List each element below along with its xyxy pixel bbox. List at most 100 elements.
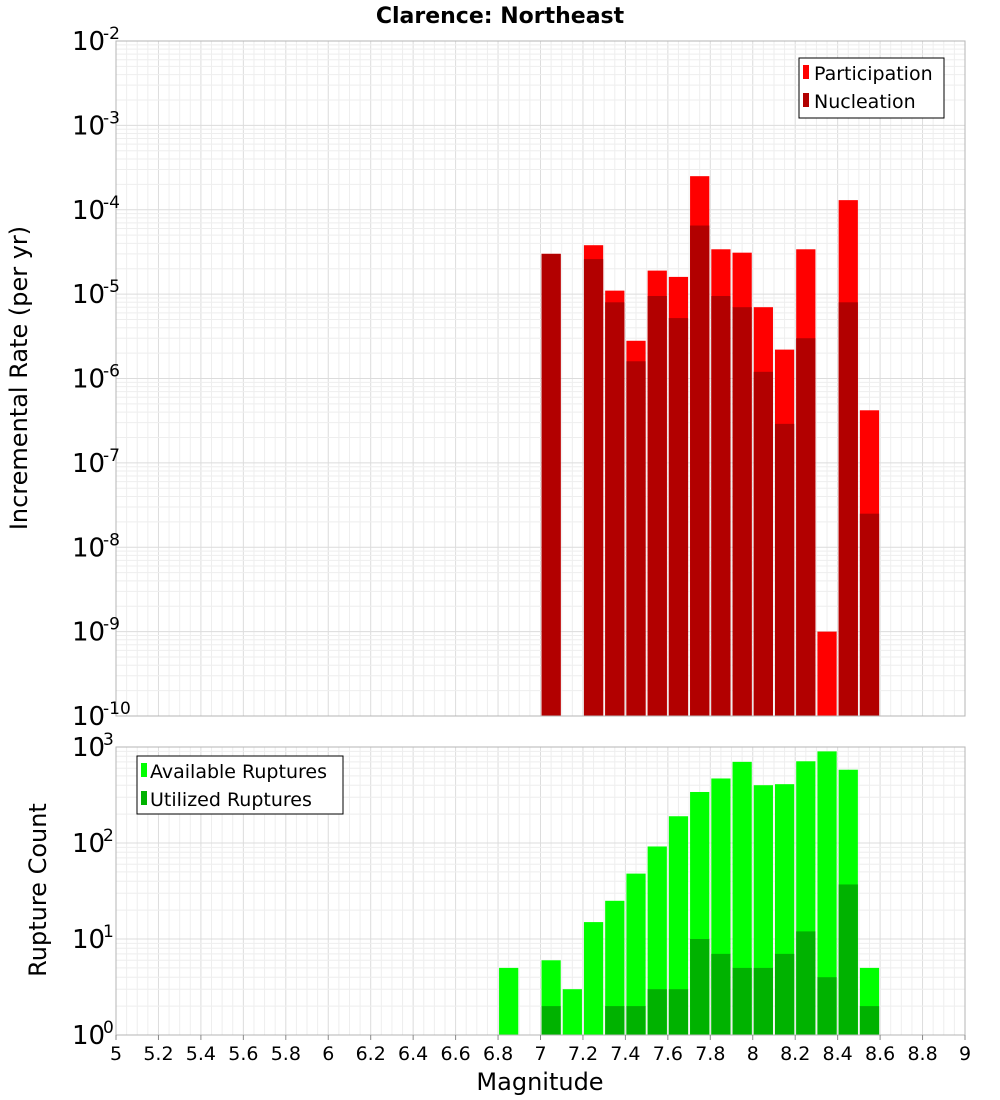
- x-tick-label: 7.6: [653, 1043, 683, 1065]
- x-tick-label: 5.8: [271, 1043, 301, 1065]
- bar-nucleation: [838, 302, 858, 716]
- top-legend-box: [798, 57, 945, 119]
- bar-available: [562, 989, 582, 1035]
- bar-nucleation: [626, 361, 646, 716]
- x-tick-label: 8.6: [865, 1043, 895, 1065]
- x-tick-label: 7: [534, 1043, 546, 1065]
- x-tick-label: 8.4: [823, 1043, 853, 1065]
- bar-available: [583, 922, 604, 1035]
- y-tick-label: 10: [72, 618, 105, 648]
- x-tick-labels: 5 5.2 5.4 5.6 5.8 6 6.2 6.4 6.6 6.8 7 7.2 7.4 7.6 7.8 8…: [110, 1035, 971, 1065]
- y-tick-exponent: -2: [103, 24, 120, 44]
- bar-utilized: [753, 967, 773, 1035]
- bar-utilized: [541, 1006, 561, 1035]
- top-legend: Participation Nucleation: [798, 57, 945, 119]
- y-tick-label: 10: [72, 365, 105, 395]
- y-tick-label: 10: [72, 533, 105, 563]
- legend-swatch-available: [141, 763, 147, 777]
- bar-available: [605, 900, 625, 1035]
- bar-utilized: [647, 989, 667, 1035]
- bar-available: [499, 967, 519, 1035]
- bar-nucleation: [859, 513, 880, 716]
- legend-label-available: Available Ruptures: [150, 761, 327, 783]
- y-tick-exponent: -6: [103, 362, 120, 382]
- bottom-legend: Available Ruptures Utilized Ruptures: [136, 755, 344, 815]
- x-tick-label: 5.6: [228, 1043, 258, 1065]
- y-tick-exponent: -8: [103, 530, 120, 550]
- bar-nucleation: [796, 338, 816, 716]
- bar-utilized: [690, 939, 710, 1035]
- y-tick-exponent: -10: [103, 699, 131, 719]
- bottom-legend-box: [136, 755, 344, 815]
- bottom-y-axis-label: Rupture Count: [24, 803, 52, 977]
- y-tick-exponent: 0: [103, 1018, 114, 1038]
- x-tick-label: 8.2: [780, 1043, 810, 1065]
- top-plot-frame: [115, 40, 966, 717]
- bar-utilized: [838, 884, 858, 1035]
- x-tick-label: 8: [747, 1043, 759, 1065]
- bar-nucleation: [668, 318, 689, 716]
- bar-utilized: [774, 953, 795, 1035]
- bar-nucleation: [583, 259, 604, 716]
- x-tick-label: 6.4: [398, 1043, 428, 1065]
- bottom-plot-bars: [499, 751, 880, 1035]
- bar-utilized: [817, 977, 837, 1035]
- bar-available: [732, 761, 752, 1035]
- legend-swatch-participation: [803, 65, 809, 79]
- x-tick-label: 6.2: [356, 1043, 386, 1065]
- bar-nucleation: [711, 296, 731, 716]
- top-plot-grid: [115, 41, 966, 717]
- x-tick-label: 6.6: [440, 1043, 470, 1065]
- chart-title: Clarence: Northeast: [376, 4, 625, 29]
- bar-available: [668, 816, 689, 1035]
- bar-nucleation: [647, 296, 667, 716]
- y-tick-exponent: -5: [103, 277, 120, 297]
- legend-swatch-nucleation: [803, 93, 809, 107]
- y-tick-exponent: -4: [103, 193, 120, 213]
- y-tick-exponent: 2: [103, 826, 114, 846]
- y-tick-exponent: -7: [103, 446, 120, 466]
- top-plot-bars: [541, 176, 880, 717]
- x-tick-label: 5: [110, 1043, 122, 1065]
- y-tick-exponent: 3: [103, 730, 114, 750]
- bar-nucleation: [690, 225, 710, 716]
- x-tick-label: 8.8: [907, 1043, 937, 1065]
- top-y-axis-label: Incremental Rate (per yr): [5, 226, 33, 530]
- y-tick-label: 10: [72, 702, 105, 732]
- bar-utilized: [859, 1006, 880, 1035]
- x-tick-label: 5.2: [143, 1043, 173, 1065]
- bar-available: [817, 751, 837, 1035]
- legend-label-nucleation: Nucleation: [814, 91, 916, 113]
- x-tick-label: 7.2: [568, 1043, 598, 1065]
- y-tick-label: 10: [72, 196, 105, 226]
- bar-utilized: [668, 989, 689, 1035]
- y-tick-exponent: -3: [103, 108, 120, 128]
- x-tick-label: 5.4: [186, 1043, 216, 1065]
- x-tick-label: 7.4: [610, 1043, 640, 1065]
- legend-label-participation: Participation: [814, 63, 933, 85]
- legend-swatch-utilized: [141, 791, 147, 805]
- y-tick-label: 10: [72, 449, 105, 479]
- y-tick-label: 10: [72, 925, 105, 955]
- bar-available: [647, 846, 667, 1035]
- bar-nucleation: [774, 423, 795, 716]
- bar-utilized: [711, 953, 731, 1035]
- y-tick-exponent: -9: [103, 615, 120, 635]
- y-tick-label: 10: [72, 27, 105, 57]
- bar-utilized: [605, 1006, 625, 1035]
- y-tick-label: 10: [72, 280, 105, 310]
- bar-participation: [817, 631, 837, 716]
- bar-nucleation: [732, 307, 752, 716]
- bar-nucleation: [605, 302, 625, 716]
- bar-nucleation: [753, 371, 773, 716]
- x-tick-label: 6.8: [483, 1043, 513, 1065]
- y-tick-exponent: 1: [103, 922, 114, 942]
- y-tick-label: 10: [72, 829, 105, 859]
- bar-utilized: [732, 967, 752, 1035]
- x-tick-label: 9: [959, 1043, 971, 1065]
- x-axis-label: Magnitude: [476, 1068, 603, 1096]
